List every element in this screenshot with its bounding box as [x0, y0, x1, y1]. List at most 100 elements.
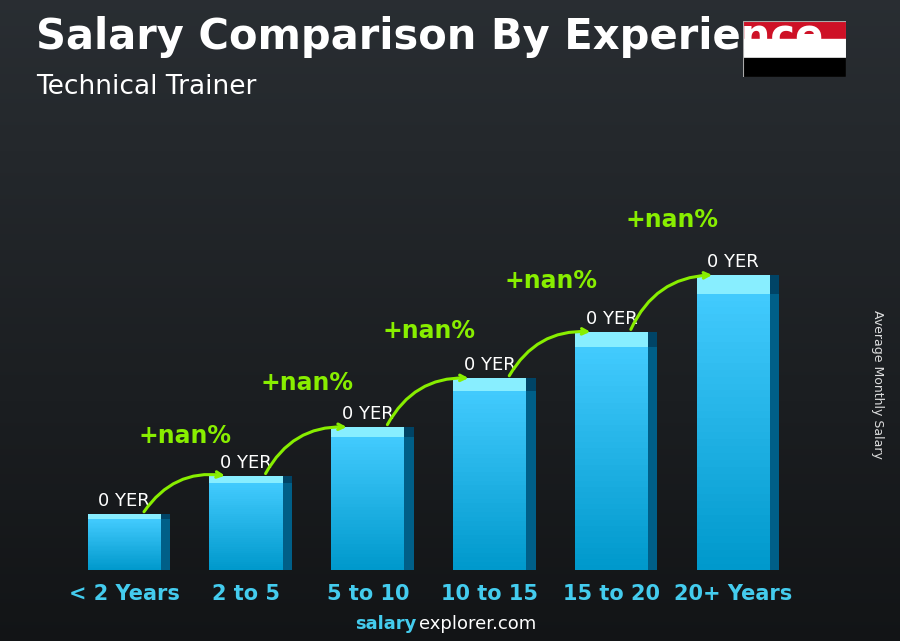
Bar	[210, 514, 283, 516]
Bar	[697, 412, 770, 418]
Bar	[87, 528, 161, 529]
Bar	[453, 404, 526, 409]
Bar	[575, 358, 648, 364]
Bar	[87, 524, 161, 526]
Bar	[575, 403, 648, 409]
Bar	[770, 275, 779, 294]
Bar	[453, 395, 526, 400]
Bar	[331, 451, 404, 454]
Bar	[87, 547, 161, 549]
Bar	[697, 342, 770, 349]
Bar	[210, 536, 283, 538]
Bar	[331, 464, 404, 467]
Bar	[210, 503, 283, 505]
Bar	[453, 440, 526, 445]
Bar	[87, 542, 161, 544]
Bar	[87, 527, 161, 528]
Bar	[453, 409, 526, 413]
Bar	[575, 498, 648, 504]
Bar	[697, 363, 770, 370]
Text: 0 YER: 0 YER	[464, 356, 516, 374]
Bar	[331, 457, 404, 460]
Bar	[770, 294, 779, 570]
Bar	[210, 560, 283, 562]
Bar	[453, 503, 526, 508]
Bar	[87, 568, 161, 569]
Text: Average Monthly Salary: Average Monthly Salary	[871, 310, 884, 459]
Bar	[87, 551, 161, 553]
Bar	[283, 476, 292, 483]
Bar	[87, 563, 161, 564]
Bar	[453, 526, 526, 530]
Bar	[697, 439, 770, 446]
Bar	[575, 548, 648, 554]
Bar	[87, 553, 161, 554]
Bar	[697, 432, 770, 439]
Bar	[331, 557, 404, 560]
Bar	[331, 470, 404, 474]
Bar	[575, 476, 648, 481]
Bar	[210, 531, 283, 533]
Bar	[697, 425, 770, 432]
Bar	[87, 567, 161, 568]
Bar	[210, 542, 283, 544]
Bar	[453, 494, 526, 499]
Bar	[87, 544, 161, 545]
Bar	[453, 521, 526, 526]
Bar	[575, 560, 648, 565]
Bar	[575, 347, 648, 353]
Bar	[331, 507, 404, 510]
Bar	[210, 505, 283, 507]
Bar	[575, 515, 648, 520]
Bar	[453, 481, 526, 485]
Bar	[283, 483, 292, 570]
Bar	[87, 540, 161, 541]
Bar	[210, 555, 283, 558]
Bar	[87, 569, 161, 570]
Bar	[87, 549, 161, 550]
Bar	[331, 477, 404, 481]
Bar	[697, 515, 770, 522]
Bar	[575, 420, 648, 426]
Bar	[210, 566, 283, 569]
Bar	[697, 404, 770, 412]
Bar	[87, 555, 161, 556]
Bar	[210, 499, 283, 501]
Bar	[697, 494, 770, 501]
Bar	[575, 554, 648, 560]
Bar	[697, 467, 770, 474]
Bar	[575, 509, 648, 515]
Bar	[697, 481, 770, 487]
Bar	[453, 490, 526, 494]
Bar	[453, 539, 526, 544]
Bar	[575, 409, 648, 414]
Bar	[453, 378, 526, 391]
Bar	[210, 551, 283, 553]
Bar	[575, 526, 648, 531]
Bar	[453, 449, 526, 454]
Bar	[453, 557, 526, 562]
Bar	[331, 551, 404, 554]
Bar	[742, 58, 846, 77]
Bar	[453, 517, 526, 521]
Bar	[575, 565, 648, 570]
Bar	[697, 377, 770, 383]
Bar	[575, 332, 648, 347]
Bar	[87, 535, 161, 536]
Bar	[210, 485, 283, 488]
Bar	[575, 381, 648, 387]
Bar	[331, 531, 404, 534]
Text: +nan%: +nan%	[139, 424, 231, 448]
Bar	[697, 550, 770, 556]
Bar	[210, 516, 283, 518]
Bar	[742, 39, 846, 58]
Bar	[742, 21, 846, 39]
Bar	[331, 460, 404, 464]
Bar	[575, 465, 648, 470]
Bar	[453, 458, 526, 463]
Bar	[575, 442, 648, 448]
Bar	[87, 550, 161, 551]
Bar	[697, 543, 770, 550]
Bar	[697, 308, 770, 314]
Bar	[575, 520, 648, 526]
